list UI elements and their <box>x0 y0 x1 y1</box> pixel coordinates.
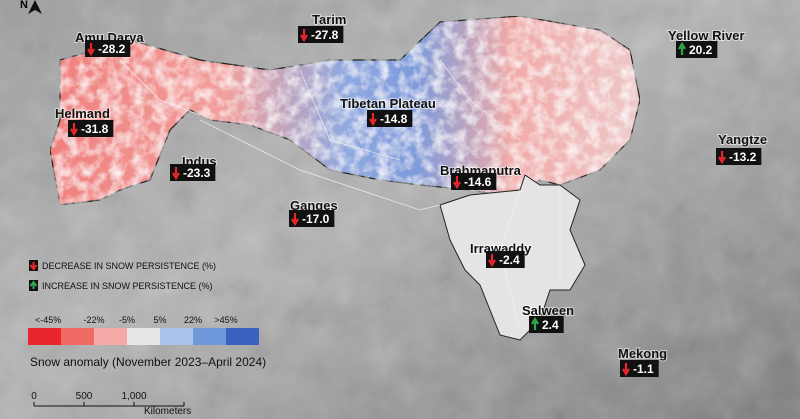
decrease-arrow <box>70 123 78 137</box>
basin-value: -14.8 <box>380 112 408 126</box>
scale-tick: 0 <box>31 391 37 402</box>
basin-value: -27.8 <box>311 28 339 42</box>
basin-name: Salween <box>522 303 574 318</box>
legend-caption: Snow anomaly (November 2023–April 2024) <box>30 355 266 369</box>
value-box <box>85 40 131 57</box>
basin-value: -31.8 <box>81 122 109 136</box>
decrease-arrow <box>622 363 630 377</box>
basin-name: Yellow River <box>668 28 745 43</box>
value-box <box>716 148 762 165</box>
decrease-arrow <box>87 43 95 57</box>
scale-label: >45% <box>214 315 237 325</box>
decrease-arrow <box>453 176 461 190</box>
value-box <box>620 360 659 377</box>
value-box <box>529 316 564 333</box>
value-box <box>367 110 413 127</box>
basin-name: Ganges <box>290 198 338 213</box>
value-box <box>68 120 114 137</box>
increase-arrow <box>29 280 38 289</box>
value-box <box>676 41 718 58</box>
decrease-arrow <box>291 213 299 227</box>
basin-value: -17.0 <box>302 212 330 226</box>
basin-borders <box>119 59 561 331</box>
basin-name: Tibetan Plateau <box>340 96 436 111</box>
scale-line <box>33 402 185 407</box>
decrease-arrow <box>718 151 726 165</box>
scale-tick: 1,000 <box>121 391 146 402</box>
scale-swatch <box>193 328 226 345</box>
value-box <box>451 173 497 190</box>
increase-arrow <box>678 41 686 55</box>
decrease-arrow <box>300 29 308 43</box>
scale-tick: 500 <box>76 391 93 402</box>
scale-swatch <box>28 328 61 345</box>
scale-swatch <box>226 328 259 345</box>
value-box <box>298 26 344 43</box>
basin-value: -2.4 <box>499 253 520 267</box>
basin-name: Tarim <box>312 12 346 27</box>
basin-value: -14.6 <box>464 175 492 189</box>
scale-label: <-45% <box>35 315 61 325</box>
scale-swatch <box>61 328 94 345</box>
north-arrow: N <box>20 0 42 14</box>
value-box <box>486 251 525 268</box>
decrease-arrow <box>29 262 38 271</box>
basin-value: -28.2 <box>98 42 126 56</box>
scale-label: -22% <box>83 315 104 325</box>
decrease-arrow <box>369 113 377 127</box>
scale-label: -5% <box>119 315 135 325</box>
basin-value: -23.3 <box>183 166 211 180</box>
basin-value: 2.4 <box>542 318 559 332</box>
decrease-arrow <box>172 167 180 181</box>
increase-arrow <box>531 316 539 330</box>
basin-name: Helmand <box>55 106 110 121</box>
basin-value: 20.2 <box>689 43 713 57</box>
basin-value: -13.2 <box>729 150 757 164</box>
value-box <box>289 210 335 227</box>
basin-name: Mekong <box>618 346 667 361</box>
legend-increase: INCREASE IN SNOW PERSISTENCE (%) <box>42 281 213 291</box>
scale-swatch <box>94 328 127 345</box>
scale-label: 22% <box>184 315 202 325</box>
scale-swatch <box>127 328 160 345</box>
decrease-arrow <box>488 254 496 268</box>
scale-label: 5% <box>153 315 166 325</box>
scale-swatch <box>160 328 193 345</box>
legend: DECREASE IN SNOW PERSISTENCE (%) INCREAS… <box>28 260 266 369</box>
scale-bar: 0 500 1,000 Kilometers <box>31 391 191 417</box>
legend-decrease: DECREASE IN SNOW PERSISTENCE (%) <box>42 261 216 271</box>
value-box <box>170 164 216 181</box>
basin-value: -1.1 <box>633 362 654 376</box>
basin-name: Yangtze <box>718 132 767 147</box>
north-label: N <box>20 0 28 11</box>
scale-unit: Kilometers <box>144 406 191 417</box>
